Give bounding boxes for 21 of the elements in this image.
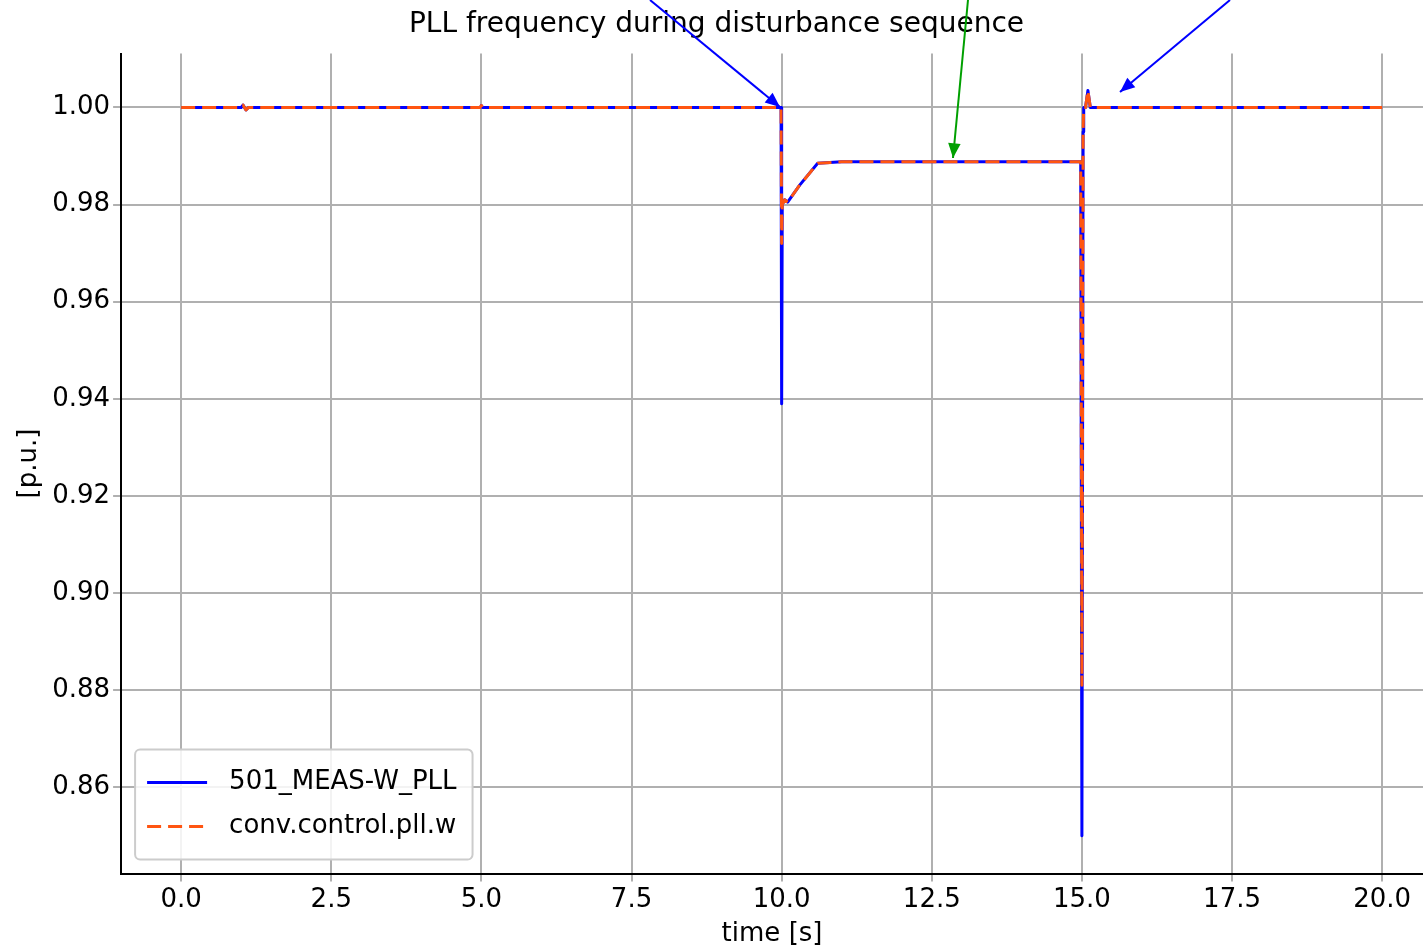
legend-label: conv.control.pll.w <box>229 809 457 840</box>
x-tick-label: 5.0 <box>460 882 503 913</box>
y-tick-label: 0.96 <box>52 284 111 315</box>
y-tick-label: 0.86 <box>52 769 111 800</box>
y-tick-label: 0.90 <box>52 575 111 606</box>
y-tick-label: 0.94 <box>52 381 111 412</box>
x-tick-label: 2.5 <box>310 882 352 913</box>
x-tick-label: 15.0 <box>1052 882 1111 913</box>
y-tick-label: 0.98 <box>52 187 111 218</box>
y-tick-label: 1.00 <box>52 90 111 121</box>
y-tick-label: 0.88 <box>52 672 111 703</box>
x-tick-label: 20.0 <box>1353 882 1412 913</box>
legend-label: 501_MEAS-W_PLL <box>229 765 458 796</box>
x-tick-label: 17.5 <box>1203 882 1261 913</box>
y-axis-title: [p.u.] <box>12 428 43 499</box>
x-tick-label: 7.5 <box>610 882 653 913</box>
x-axis-title: time [s] <box>721 917 823 948</box>
y-tick-label: 0.92 <box>52 478 111 509</box>
x-tick-label: 0.0 <box>160 882 202 913</box>
x-tick-label: 10.0 <box>752 882 811 913</box>
x-tick-label: 12.5 <box>902 882 961 913</box>
